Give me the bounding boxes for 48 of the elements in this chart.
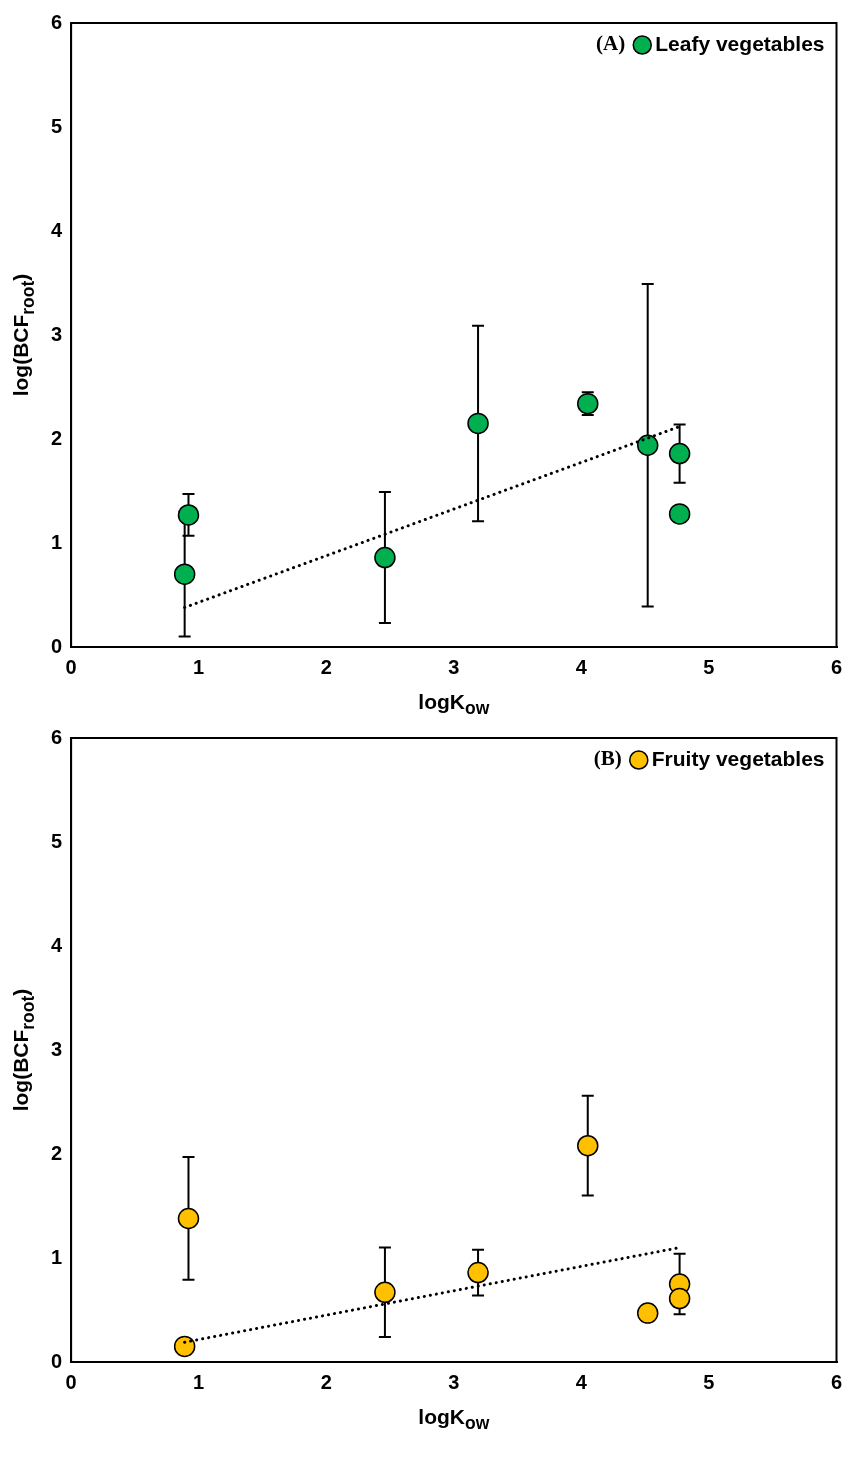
point [173,563,196,585]
x-tick-label: 1 [193,1370,205,1393]
y-tick-label: 0 [51,634,63,657]
y-tick-label: 4 [51,933,63,956]
y-tick-label: 4 [51,218,63,241]
x-tick-label: 4 [575,655,588,678]
point [374,546,396,569]
point [467,1261,489,1284]
x-tick-label: 0 [65,655,77,678]
y-tick-label: 1 [51,530,63,553]
annotation: (B) [593,746,622,771]
point [668,1287,691,1310]
x-tick-label: 0 [65,1370,77,1393]
y-tick-label: 6 [51,10,63,33]
annotation: (A) [596,31,626,56]
y-tick-label: 6 [51,725,63,748]
y-tick-label: 2 [51,1141,63,1164]
y-tick-label: 0 [51,1349,63,1372]
x-axis-title: logK$_{ow}$ [418,1404,490,1434]
y-tick-label: 2 [51,426,63,449]
x-tick-label: 4 [575,1370,588,1393]
point [577,1134,599,1157]
x-tick-label: 5 [703,1370,715,1393]
point [668,503,691,525]
x-tick-label: 2 [320,655,332,678]
legend-label: Fruity vegetables [651,746,825,770]
point [636,434,659,456]
x-tick-label: 3 [448,1370,460,1393]
point [636,1302,659,1324]
legend-label: Leafy vegetables [655,31,825,55]
y-tick-label: 3 [51,1037,63,1060]
x-axis-title: logK$_{ow}$ [418,689,490,719]
point [177,1207,200,1230]
point [374,1281,396,1304]
x-tick-label: 1 [193,655,205,678]
point [173,1335,196,1358]
point [668,442,691,465]
y-tick-label: 5 [51,114,63,137]
point [177,504,200,526]
point [467,412,489,435]
y-tick-label: 3 [51,322,63,345]
x-tick-label: 2 [320,1370,332,1393]
x-tick-label: 5 [703,655,715,678]
y-tick-label: 5 [51,829,63,852]
x-tick-label: 6 [830,1370,843,1393]
x-tick-label: 3 [448,655,460,678]
x-tick-label: 6 [830,655,843,678]
y-tick-label: 1 [51,1245,63,1268]
